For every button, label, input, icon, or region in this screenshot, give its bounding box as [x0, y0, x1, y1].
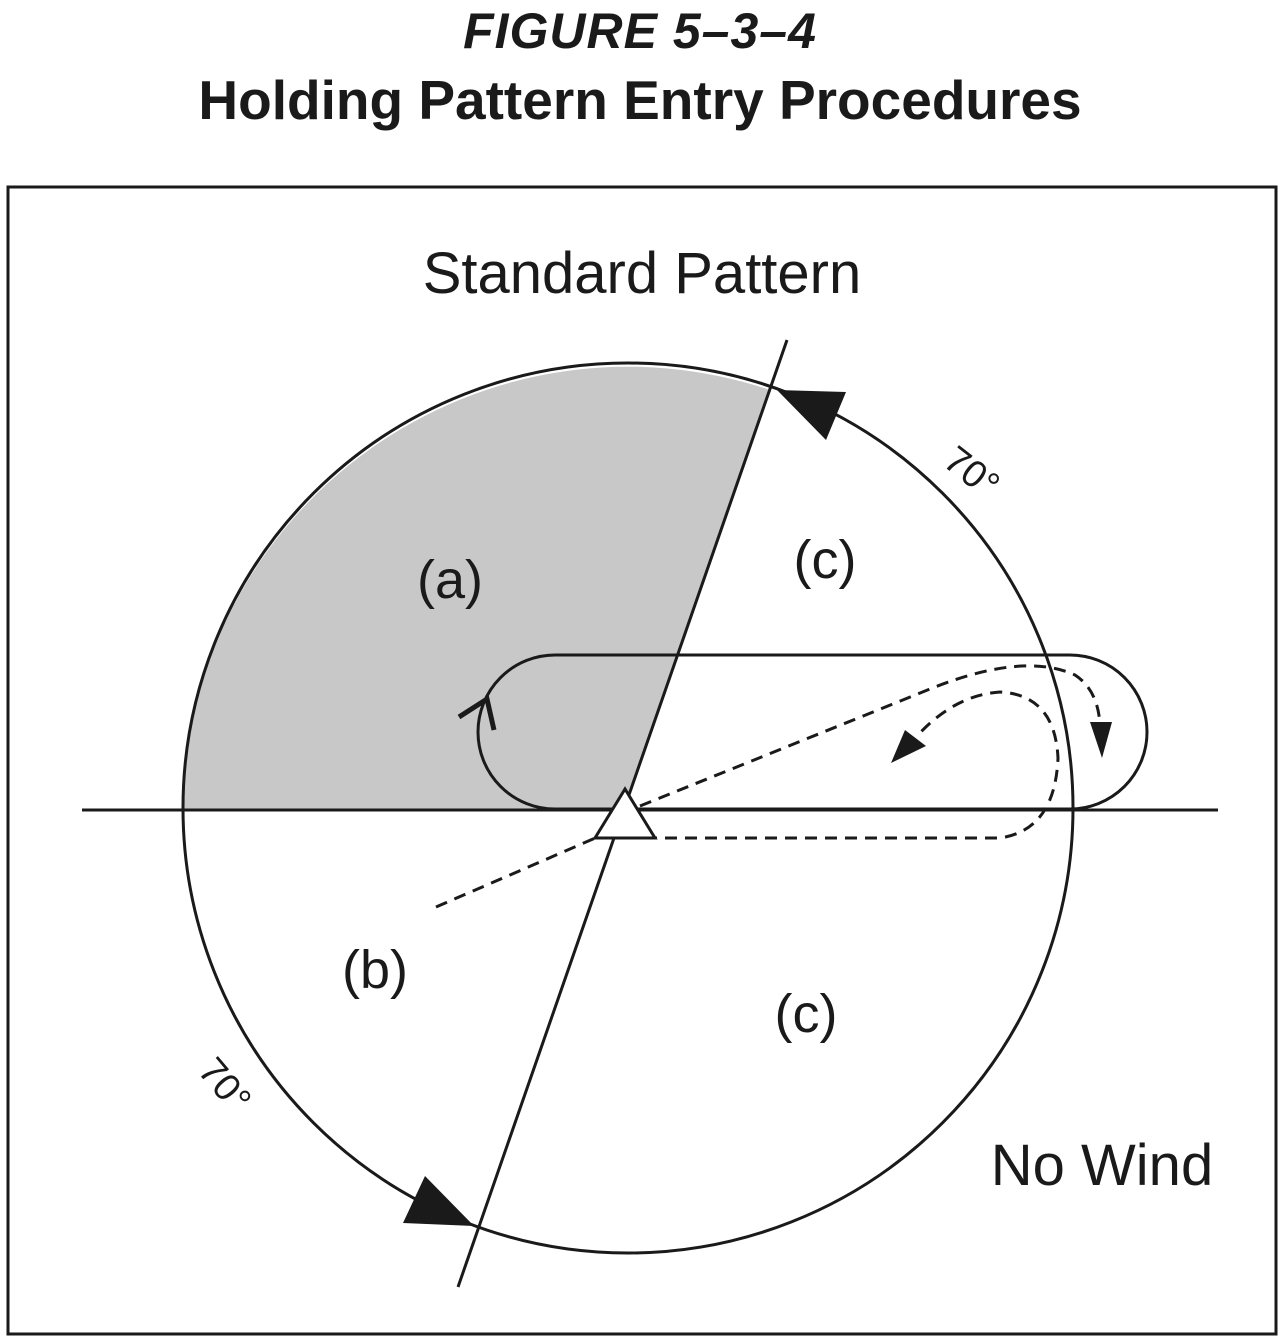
arrowhead-icon: [777, 390, 846, 440]
entry-paths: [435, 664, 1102, 909]
wind-label: No Wind: [991, 1133, 1213, 1198]
sector-b-inbound-path: [435, 834, 601, 909]
sector-a-shading: [183, 366, 770, 810]
arrowhead-icon: [403, 1176, 474, 1226]
angle-label-lower: 70°: [190, 1050, 259, 1121]
sector-c-upper-label: (c): [794, 530, 857, 590]
sector-a-label: (a): [417, 550, 483, 610]
holding-fix-triangle-icon: [592, 786, 658, 840]
diagram-frame: [6, 185, 1278, 1336]
arrowhead-icon: [891, 730, 926, 763]
racetrack-direction-arrow-icon: [457, 694, 497, 731]
arrowhead-icon: [1090, 722, 1112, 758]
holding-racetrack: [476, 653, 1149, 811]
sector-b-label: (b): [342, 940, 408, 1000]
figure-title: Holding Pattern Entry Procedures: [198, 69, 1082, 131]
parallel-entry-loop-path: [645, 690, 1060, 840]
diagram-heading: Standard Pattern: [423, 241, 862, 306]
sector-c-lower-label: (c): [775, 984, 838, 1044]
teardrop-outbound-path: [639, 664, 1102, 808]
figure-number: FIGURE 5–3–4: [463, 3, 817, 59]
